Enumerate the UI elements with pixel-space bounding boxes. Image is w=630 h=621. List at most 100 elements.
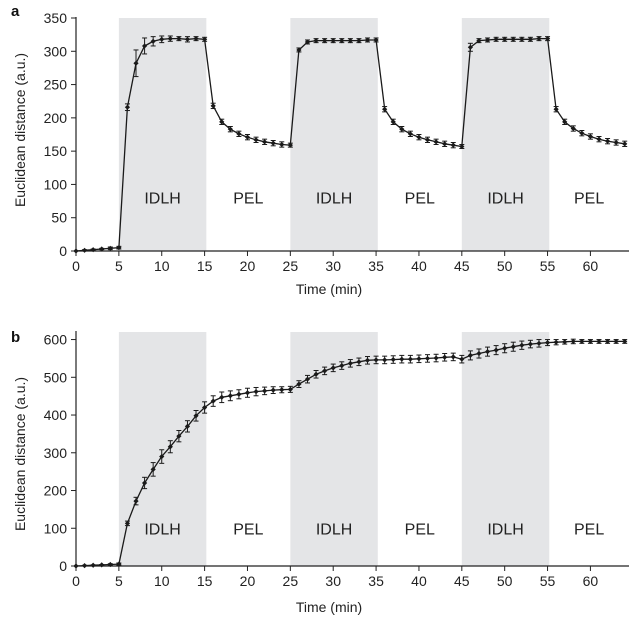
data-point: [90, 247, 96, 253]
data-point: [287, 386, 293, 392]
data-point: [424, 137, 431, 143]
y-tick-label: 100: [44, 176, 68, 192]
panel-a: a Euclidean distance (a.u.) Time (min) I…: [11, 3, 629, 297]
data-point: [296, 381, 302, 387]
data-point: [227, 393, 233, 399]
x-tick-label: 60: [583, 258, 599, 274]
data-point: [330, 365, 336, 371]
panel-letter-a: a: [11, 3, 20, 20]
y-tick-label: 200: [44, 110, 68, 126]
y-axis-title-b: Euclidean distance (a.u.): [12, 377, 28, 531]
data-point: [90, 562, 96, 568]
data-point: [510, 36, 516, 42]
data-point: [304, 376, 311, 382]
data-point: [502, 345, 508, 351]
band-label: PEL: [405, 521, 435, 538]
x-tick-label: 30: [325, 573, 341, 589]
data-point: [133, 498, 139, 504]
data-point: [527, 341, 534, 347]
data-point: [81, 563, 88, 569]
data-point: [210, 103, 216, 109]
data-point: [270, 387, 276, 393]
data-point: [330, 38, 336, 44]
data-point: [467, 44, 473, 50]
data-point: [253, 137, 259, 143]
x-tick-label: 25: [283, 573, 299, 589]
data-point: [502, 36, 508, 42]
data-point: [124, 104, 131, 110]
x-tick-label: 20: [240, 258, 256, 274]
data-point: [347, 38, 353, 44]
data-point: [287, 142, 293, 148]
data-point: [596, 338, 602, 345]
panel-b: b Euclidean distance (a.u.) Time (min) I…: [11, 329, 629, 615]
data-point: [210, 398, 216, 404]
x-tick-label: 15: [197, 258, 213, 274]
data-point: [347, 360, 353, 366]
data-point: [450, 354, 456, 360]
data-point: [433, 355, 439, 361]
data-point: [159, 36, 165, 42]
data-point: [116, 561, 122, 567]
data-point: [484, 37, 491, 43]
y-tick-label: 300: [44, 43, 68, 59]
x-tick-label: 35: [368, 573, 384, 589]
data-point: [176, 433, 182, 439]
y-tick-label: 150: [44, 143, 68, 159]
x-tick-label: 60: [583, 573, 599, 589]
data-point: [219, 119, 225, 125]
data-point: [167, 36, 173, 42]
data-point: [587, 338, 594, 345]
data-point: [339, 38, 345, 44]
data-point: [493, 36, 499, 42]
data-point: [416, 356, 422, 362]
data-point: [176, 36, 182, 42]
y-tick-label: 200: [44, 483, 68, 499]
data-point: [184, 423, 191, 429]
band-label: IDLH: [487, 521, 523, 538]
exposure-band: [118, 332, 207, 566]
y-tick-label: 350: [44, 10, 68, 26]
exposure-band: [118, 18, 207, 251]
data-point: [442, 354, 448, 360]
data-point: [313, 371, 319, 377]
y-tick-label: 250: [44, 77, 68, 93]
band-label: PEL: [574, 191, 604, 208]
data-point: [527, 36, 534, 42]
data-point: [141, 43, 148, 49]
data-point: [382, 106, 388, 112]
data-point: [416, 134, 422, 140]
band-label: PEL: [233, 191, 263, 208]
data-point: [107, 245, 113, 251]
data-point: [570, 338, 576, 345]
data-point: [244, 134, 251, 140]
x-tick-label: 10: [154, 573, 170, 589]
exposure-band: [290, 18, 378, 251]
data-point: [279, 387, 285, 393]
band-label: IDLH: [487, 191, 523, 208]
x-tick-label: 50: [497, 573, 513, 589]
x-tick-label: 30: [325, 258, 341, 274]
band-label: IDLH: [144, 521, 180, 538]
x-tick-label: 40: [411, 573, 427, 589]
data-point: [296, 47, 302, 53]
data-point: [604, 338, 611, 345]
data-point: [262, 139, 268, 145]
band-label: PEL: [405, 191, 435, 208]
y-tick-label: 400: [44, 407, 68, 423]
data-point: [604, 138, 611, 144]
data-point: [253, 389, 259, 395]
data-point: [116, 245, 122, 251]
data-point: [73, 248, 79, 254]
data-point: [81, 247, 88, 253]
data-point: [399, 356, 405, 362]
exposure-band: [461, 18, 550, 251]
data-point: [219, 394, 225, 400]
x-tick-label: 45: [454, 573, 470, 589]
y-tick-label: 600: [44, 332, 68, 348]
y-tick-label: 0: [59, 243, 67, 259]
data-point: [570, 125, 576, 132]
x-tick-label: 5: [115, 573, 123, 589]
y-axis-title-a: Euclidean distance (a.u.): [12, 53, 28, 207]
